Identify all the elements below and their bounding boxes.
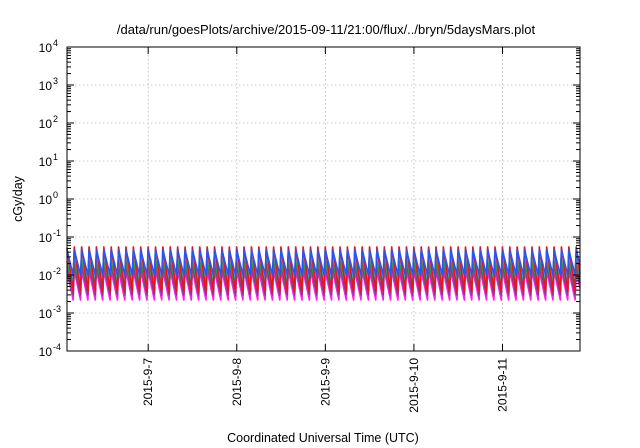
y-axis-label: cGy/day bbox=[11, 175, 25, 222]
y-tick-exponent: -3 bbox=[53, 304, 61, 314]
y-tick-label: 10 bbox=[39, 117, 53, 131]
x-tick-label: 2015-9-9 bbox=[318, 358, 332, 406]
gridlines bbox=[67, 47, 580, 351]
y-tick-label: 10 bbox=[39, 307, 53, 321]
y-tick-label: 10 bbox=[39, 269, 53, 283]
y-tick-label: 10 bbox=[39, 155, 53, 169]
y-tick-exponent: -1 bbox=[53, 228, 61, 238]
y-tick-label: 10 bbox=[39, 231, 53, 245]
x-tick-label: 2015-9-8 bbox=[230, 358, 244, 406]
series-line bbox=[66, 248, 581, 276]
y-tick-exponent: 4 bbox=[53, 38, 58, 48]
y-tick-label: 10 bbox=[39, 79, 53, 93]
y-tick-exponent: 1 bbox=[53, 152, 58, 162]
x-tick-label: 2015-9-11 bbox=[495, 358, 509, 412]
y-tick-label: 10 bbox=[39, 345, 53, 359]
y-tick-label: 10 bbox=[39, 41, 53, 55]
x-tick-label: 2015-9-10 bbox=[407, 358, 421, 413]
x-tick-label: 2015-9-7 bbox=[141, 358, 155, 406]
series-group bbox=[66, 246, 581, 301]
y-tick-exponent: -2 bbox=[53, 266, 61, 276]
y-tick-exponent: -4 bbox=[53, 342, 61, 352]
x-axis-label: Coordinated Universal Time (UTC) bbox=[227, 431, 419, 445]
chart-title: /data/run/goesPlots/archive/2015-09-11/2… bbox=[117, 22, 536, 37]
y-tick-label: 10 bbox=[39, 193, 53, 207]
y-tick-exponent: 2 bbox=[53, 114, 58, 124]
y-tick-exponent: 0 bbox=[53, 190, 58, 200]
y-tick-exponent: 3 bbox=[53, 76, 58, 86]
